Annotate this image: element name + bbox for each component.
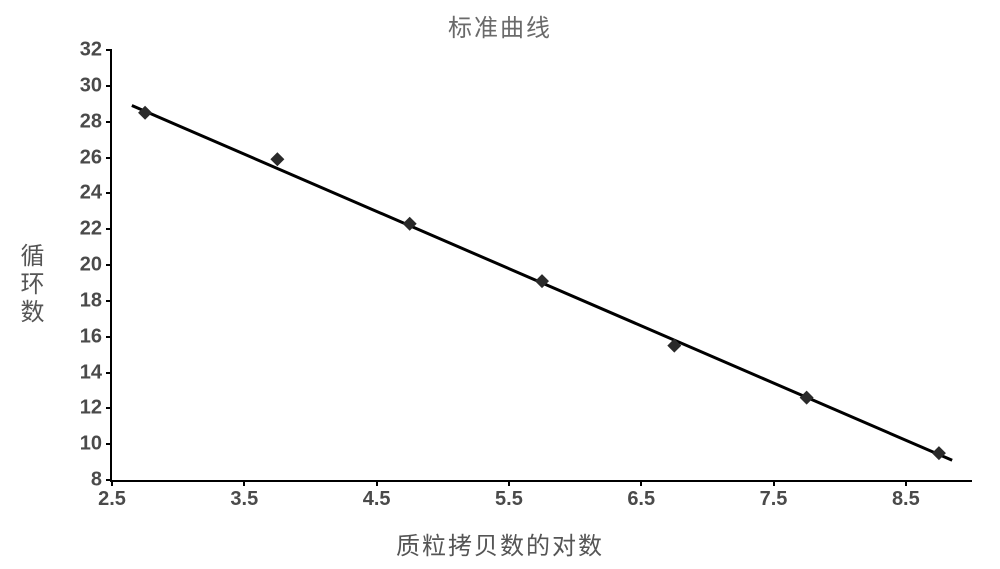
data-point-marker [800,391,814,405]
y-tick-mark [106,192,112,194]
y-tick-mark [106,336,112,338]
chart-container: 标准曲线 循环数 质粒拷贝数的对数 8101214161820222426283… [0,0,1000,569]
x-tick-mark [508,480,510,486]
x-tick-mark [905,480,907,486]
x-tick-mark [640,480,642,486]
plot-area: 81012141618202224262830322.53.54.55.56.5… [110,50,972,482]
x-tick-mark [111,480,113,486]
chart-title: 标准曲线 [448,8,552,43]
y-tick-mark [106,49,112,51]
data-point-marker [270,152,284,166]
y-tick-mark [106,121,112,123]
x-axis-label: 质粒拷贝数的对数 [396,526,604,561]
plot-svg [112,50,972,480]
x-tick-mark [773,480,775,486]
y-axis-label: 循环数 [12,243,47,327]
y-tick-mark [106,300,112,302]
y-tick-mark [106,85,112,87]
y-tick-mark [106,372,112,374]
x-tick-mark [376,480,378,486]
y-tick-mark [106,407,112,409]
y-tick-mark [106,264,112,266]
y-tick-mark [106,443,112,445]
y-tick-mark [106,157,112,159]
y-tick-mark [106,228,112,230]
x-tick-mark [243,480,245,486]
